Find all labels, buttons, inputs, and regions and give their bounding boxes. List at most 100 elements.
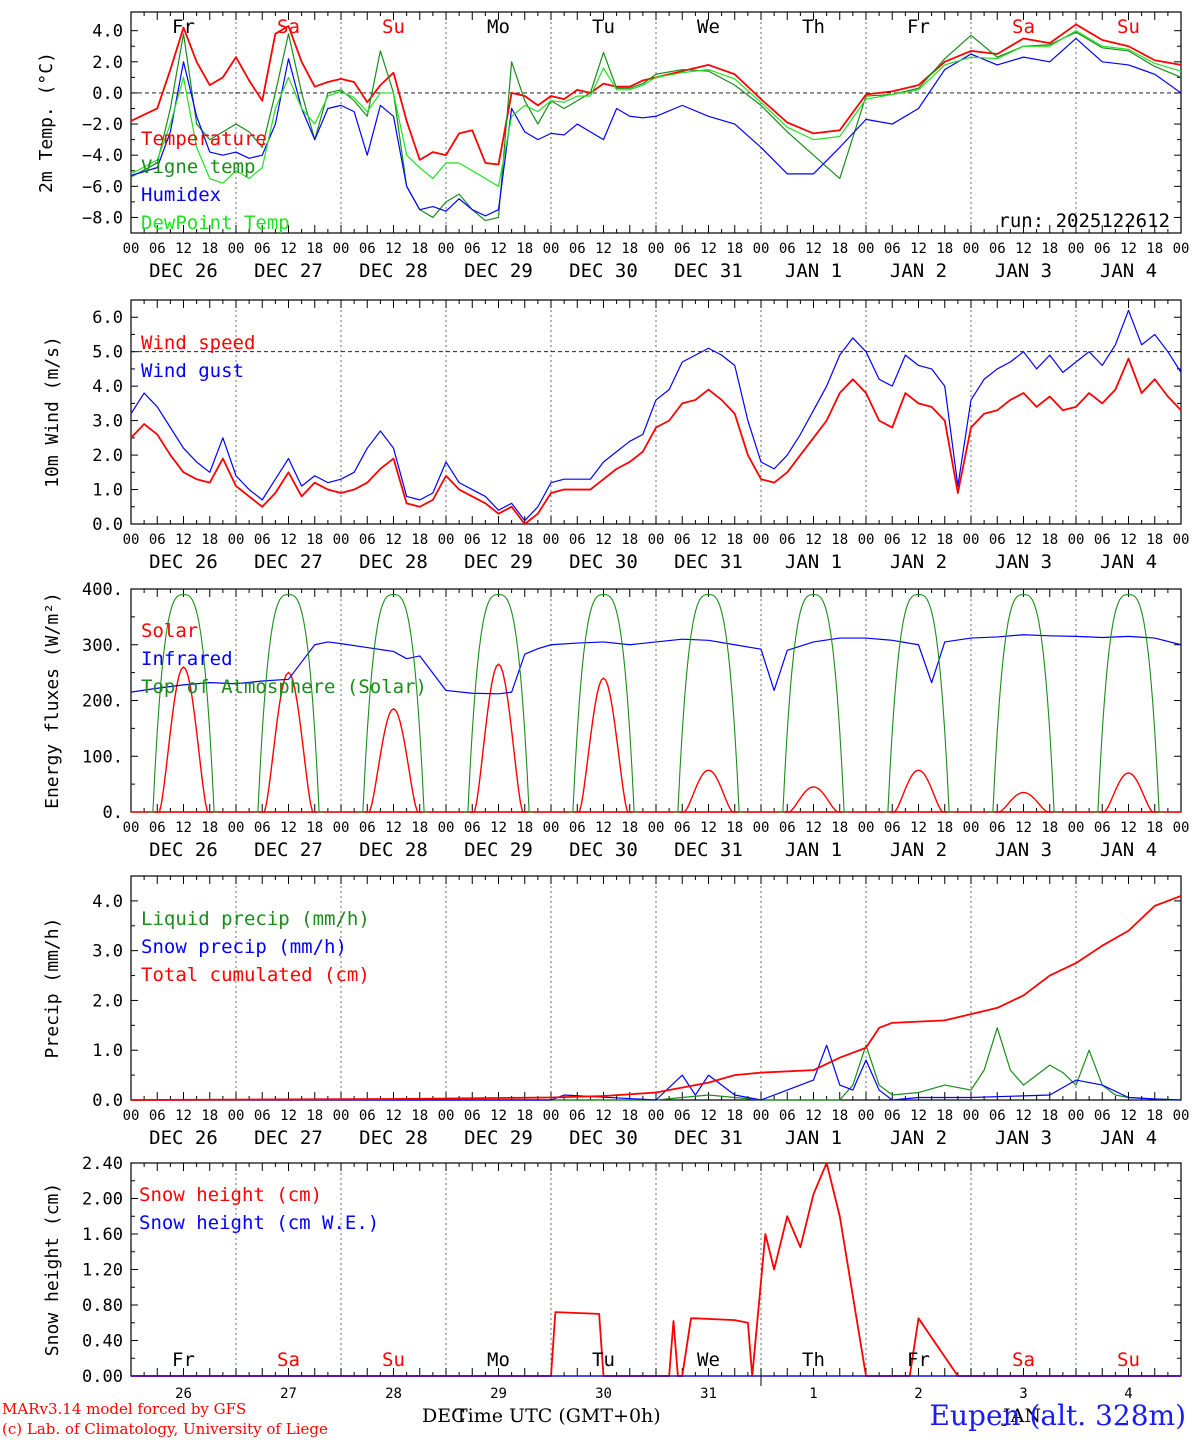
y-tick-label: 2.00 [82, 1190, 123, 1210]
panel-1: 4.0 2.0 0.0 −2.0 −4.0 −6.0 −8.0 2m Temp. (°C) 00… [36, 11, 1189, 282]
solar-day-curve [785, 786, 842, 813]
hour-label: 18 [1041, 241, 1058, 257]
hour-label: 00 [543, 532, 560, 548]
date-label: DEC 28 [359, 260, 428, 282]
hour-label: 12 [175, 820, 192, 836]
date-label: DEC 31 [674, 551, 743, 573]
hour-label: 12 [595, 820, 612, 836]
hour-label: 06 [989, 820, 1006, 836]
hour-label: 06 [674, 532, 691, 548]
legend-snow-precip-mm-h-: Snow precip (mm/h) [141, 936, 347, 958]
y-tick-label: 200. [82, 692, 123, 712]
series-vigne-temp [130, 31, 1182, 222]
hour-label: 12 [1015, 1108, 1032, 1124]
hour-label: 00 [1068, 820, 1085, 836]
solar-day-curve [470, 663, 527, 813]
day-name-bottom: Sa [277, 1349, 300, 1371]
date-label: JAN 2 [890, 551, 947, 573]
date-label: JAN 3 [995, 551, 1052, 573]
date-label: DEC 26 [149, 839, 218, 861]
hour-label: 06 [569, 1108, 586, 1124]
hour-label: 18 [621, 820, 638, 836]
y-axis-label: Snow height (cm) [42, 1183, 63, 1356]
y-tick-label: 6.0 [92, 308, 123, 328]
y-tick-label: 2.0 [92, 991, 123, 1011]
date-label: DEC 29 [464, 551, 533, 573]
day-name-bottom: Sa [1012, 1349, 1035, 1371]
series-line [130, 31, 1182, 222]
solar-day-curve [155, 666, 212, 813]
hour-label: 00 [963, 1108, 980, 1124]
y-tick-label: 0.40 [82, 1332, 123, 1352]
date-label: DEC 27 [254, 260, 323, 282]
hour-label: 06 [254, 241, 271, 257]
y-tick-label: 400. [82, 580, 123, 600]
month-tag-dec: DEC [422, 1405, 466, 1427]
hour-label: 12 [805, 532, 822, 548]
day-name-top: Fr [172, 16, 195, 38]
hour-label: 18 [831, 820, 848, 836]
hour-label: 00 [333, 1108, 350, 1124]
hour-label: 18 [1146, 1108, 1163, 1124]
hour-label: 12 [910, 532, 927, 548]
hour-label: 12 [595, 532, 612, 548]
hour-label: 06 [1094, 241, 1111, 257]
day-number: 2 [914, 1386, 922, 1402]
y-tick-label: 1.60 [82, 1225, 123, 1245]
y-tick-label: 3.0 [92, 412, 123, 432]
hour-label: 18 [516, 820, 533, 836]
legend-snow-height-cm-w-e-: Snow height (cm W.E.) [139, 1212, 379, 1234]
hour-label: 12 [700, 820, 717, 836]
hour-label: 18 [516, 532, 533, 548]
panel-3: 0. 100. 200. 300. 400. Energy fluxes (W/m²) 00… [42, 580, 1189, 861]
hour-label: 12 [1120, 1108, 1137, 1124]
date-label: DEC 28 [359, 551, 428, 573]
hour-label: 12 [910, 820, 927, 836]
hour-label: 00 [858, 241, 875, 257]
hour-label: 00 [1068, 241, 1085, 257]
day-name-top: Mo [487, 16, 510, 38]
model-credit: MARv3.14 model forced by GFS [2, 1400, 247, 1418]
hour-label: 00 [228, 820, 245, 836]
day-number: 3 [1019, 1386, 1027, 1402]
hour-label: 18 [831, 532, 848, 548]
y-tick-label: −6.0 [82, 177, 123, 197]
hour-label: 12 [1120, 820, 1137, 836]
hour-label: 18 [621, 1108, 638, 1124]
hour-label: 06 [1094, 1108, 1111, 1124]
date-label: DEC 28 [359, 839, 428, 861]
y-tick-label: −2.0 [82, 115, 123, 135]
y-tick-label: 1.0 [92, 481, 123, 501]
day-number: 28 [385, 1386, 402, 1402]
hour-label: 00 [333, 820, 350, 836]
hour-label: 00 [753, 820, 770, 836]
hour-label: 18 [621, 241, 638, 257]
date-label: DEC 26 [149, 551, 218, 573]
hour-label: 06 [569, 532, 586, 548]
lab-credit: (c) Lab. of Climatology, University of L… [2, 1420, 328, 1438]
series-liquid-precip-mm-h- [131, 1027, 1182, 1101]
hour-label: 12 [1120, 532, 1137, 548]
hour-label: 00 [858, 532, 875, 548]
y-tick-label: 4.0 [92, 377, 123, 397]
series-line [130, 309, 1182, 522]
day-number: 4 [1124, 1386, 1132, 1402]
hour-label: 06 [779, 532, 796, 548]
hour-label: 18 [831, 241, 848, 257]
series-temperature [130, 23, 1182, 166]
hour-label: 06 [149, 532, 166, 548]
date-label: DEC 29 [464, 1127, 533, 1149]
y-tick-label: 4.0 [92, 892, 123, 912]
day-name-bottom: Su [1117, 1349, 1140, 1371]
series-solar [131, 663, 1181, 813]
hour-label: 06 [1094, 820, 1111, 836]
y-tick-label: 2.0 [92, 446, 123, 466]
hour-label: 12 [1015, 241, 1032, 257]
day-name-bottom: Su [382, 1349, 405, 1371]
hour-label: 18 [201, 1108, 218, 1124]
day-number: 1 [809, 1386, 817, 1402]
hour-label: 18 [726, 820, 743, 836]
hour-label: 06 [464, 241, 481, 257]
